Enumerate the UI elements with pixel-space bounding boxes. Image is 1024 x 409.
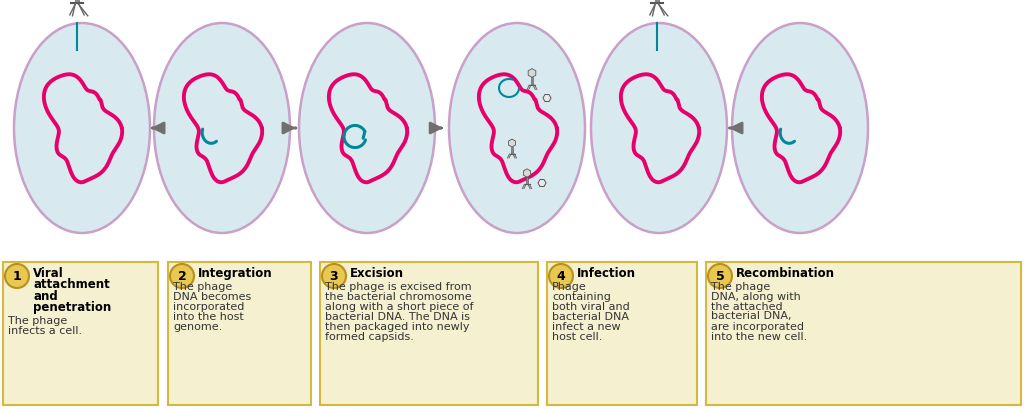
Circle shape: [322, 264, 346, 288]
Text: 4: 4: [557, 270, 565, 283]
Circle shape: [170, 264, 194, 288]
Text: DNA becomes: DNA becomes: [173, 292, 251, 301]
Text: bacterial DNA. The DNA is: bacterial DNA. The DNA is: [325, 312, 470, 321]
FancyBboxPatch shape: [3, 262, 158, 405]
Ellipse shape: [591, 23, 727, 233]
Ellipse shape: [299, 23, 435, 233]
Text: genome.: genome.: [173, 321, 222, 332]
Text: then packaged into newly: then packaged into newly: [325, 321, 469, 332]
Ellipse shape: [732, 23, 868, 233]
Text: and: and: [33, 290, 57, 303]
Text: Excision: Excision: [350, 267, 404, 280]
Text: infects a cell.: infects a cell.: [8, 326, 82, 336]
Bar: [511, 147, 513, 154]
Text: The phage is excised from: The phage is excised from: [325, 281, 472, 292]
FancyBboxPatch shape: [319, 262, 538, 405]
Text: host cell.: host cell.: [552, 332, 602, 342]
Polygon shape: [509, 139, 515, 147]
Text: Viral: Viral: [33, 267, 63, 280]
Text: attachment: attachment: [33, 279, 110, 292]
Text: Recombination: Recombination: [736, 267, 835, 280]
Circle shape: [5, 264, 29, 288]
Text: are incorporated: are incorporated: [711, 321, 804, 332]
Circle shape: [549, 264, 573, 288]
Text: 5: 5: [716, 270, 724, 283]
Bar: [75, 0, 79, 3]
Text: Phage: Phage: [552, 281, 587, 292]
Text: infect a new: infect a new: [552, 321, 621, 332]
Bar: [531, 77, 532, 85]
Text: into the host: into the host: [173, 312, 244, 321]
FancyBboxPatch shape: [168, 262, 311, 405]
Text: 3: 3: [330, 270, 338, 283]
Polygon shape: [528, 69, 536, 77]
Text: incorporated: incorporated: [173, 301, 245, 312]
Text: bacterial DNA: bacterial DNA: [552, 312, 629, 321]
Text: DNA, along with: DNA, along with: [711, 292, 801, 301]
Polygon shape: [543, 94, 551, 101]
Bar: [654, 0, 659, 3]
Text: the attached: the attached: [711, 301, 782, 312]
Text: penetration: penetration: [33, 301, 112, 315]
Text: The phage: The phage: [173, 281, 232, 292]
Text: The phage: The phage: [8, 316, 68, 326]
FancyBboxPatch shape: [547, 262, 697, 405]
Text: Integration: Integration: [198, 267, 272, 280]
FancyBboxPatch shape: [706, 262, 1021, 405]
Text: both viral and: both viral and: [552, 301, 630, 312]
Text: containing: containing: [552, 292, 611, 301]
Ellipse shape: [154, 23, 290, 233]
Polygon shape: [538, 180, 546, 187]
Text: bacterial DNA,: bacterial DNA,: [711, 312, 792, 321]
Text: The phage: The phage: [711, 281, 770, 292]
Ellipse shape: [449, 23, 585, 233]
Text: the bacterial chromosome: the bacterial chromosome: [325, 292, 472, 301]
Text: Infection: Infection: [577, 267, 636, 280]
Text: formed capsids.: formed capsids.: [325, 332, 414, 342]
Ellipse shape: [14, 23, 150, 233]
Bar: [526, 177, 528, 184]
Polygon shape: [523, 169, 530, 177]
Text: along with a short piece of: along with a short piece of: [325, 301, 473, 312]
Circle shape: [708, 264, 732, 288]
Text: into the new cell.: into the new cell.: [711, 332, 807, 342]
Text: 1: 1: [12, 270, 22, 283]
Text: 2: 2: [177, 270, 186, 283]
